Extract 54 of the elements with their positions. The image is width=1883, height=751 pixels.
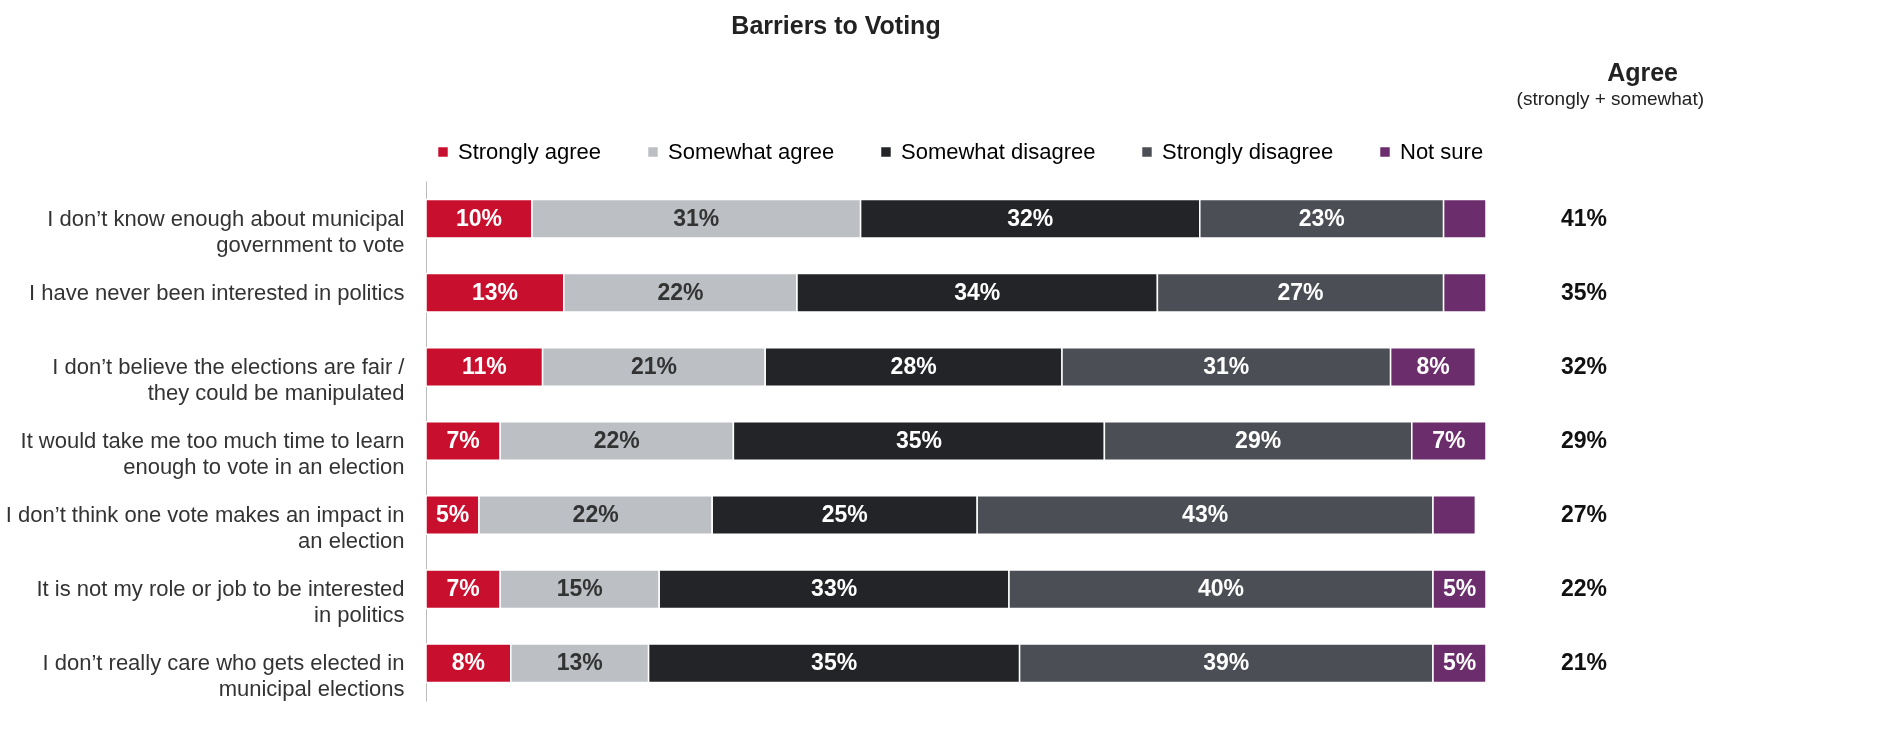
data-label: 28% [890, 352, 937, 379]
legend-label: Strongly disagree [1162, 139, 1334, 164]
data-label: 5% [435, 501, 470, 528]
data-label: 7% [1432, 427, 1466, 453]
text: 27% [1560, 501, 1608, 528]
data-label: 8% [1416, 352, 1450, 379]
text: 32% [1560, 352, 1608, 379]
data-label: 21% [630, 352, 677, 379]
data-label: 10% [455, 204, 503, 231]
data-label: 23% [1298, 204, 1345, 231]
legend-label: Not sure [1400, 139, 1484, 164]
text: (strongly + somewhat) [1516, 88, 1704, 109]
data-label: 25% [821, 501, 868, 528]
data-label: 7% [446, 427, 480, 453]
legend-label: Somewhat agree [668, 139, 835, 164]
data-label: 43% [1182, 501, 1229, 528]
data-label: 5% [1442, 649, 1477, 676]
text: Agree [1607, 58, 1679, 86]
text: 35% [1560, 278, 1608, 305]
data-label: 11% [461, 352, 507, 379]
text: 22% [1560, 575, 1608, 602]
y-tick-label: I don’t really care who gets elected in municipal elections [42, 650, 405, 702]
y-tick-label: I don’t think one vote makes an impact in an election [5, 502, 405, 554]
data-label: 40% [1197, 575, 1245, 602]
data-label: 13% [471, 278, 518, 305]
y-tick-label: It is not my role or job to be interested in politics [36, 576, 405, 628]
legend-label: Strongly agree [458, 139, 602, 164]
data-label: 8% [451, 649, 486, 676]
data-label: 7% [446, 575, 480, 602]
data-label: 31% [1203, 352, 1250, 379]
y-tick-label: I don’t know enough about municipal government to vote [47, 205, 405, 257]
data-label: 27% [1277, 278, 1324, 305]
data-label: 35% [895, 427, 942, 453]
chart-title: Barriers to Voting [731, 11, 941, 39]
data-label: 13% [556, 649, 603, 676]
data-label: 31% [673, 204, 720, 231]
legend-label: Somewhat disagree [901, 139, 1096, 164]
data-label: 15% [556, 575, 603, 602]
data-label: 35% [811, 649, 858, 676]
y-tick-label: It would take me too much time to learn enough to vote in an election [20, 428, 405, 479]
y-tick-label: I have never been interested in politics [29, 279, 405, 305]
data-label: 22% [572, 501, 619, 528]
data-label: 22% [657, 278, 704, 305]
data-label: 29% [1235, 427, 1282, 453]
data-label: 39% [1203, 649, 1250, 676]
data-label: 34% [954, 278, 1001, 305]
data-label: 22% [593, 427, 640, 453]
data-label: 5% [1442, 575, 1477, 602]
y-tick-label: I don’t believe the elections are fair / they could be manipulated [52, 353, 406, 405]
data-label: 32% [1007, 204, 1054, 231]
text: 29% [1560, 427, 1608, 453]
text: 41% [1560, 204, 1608, 231]
data-label: 33% [811, 575, 858, 602]
text: 21% [1560, 649, 1608, 676]
